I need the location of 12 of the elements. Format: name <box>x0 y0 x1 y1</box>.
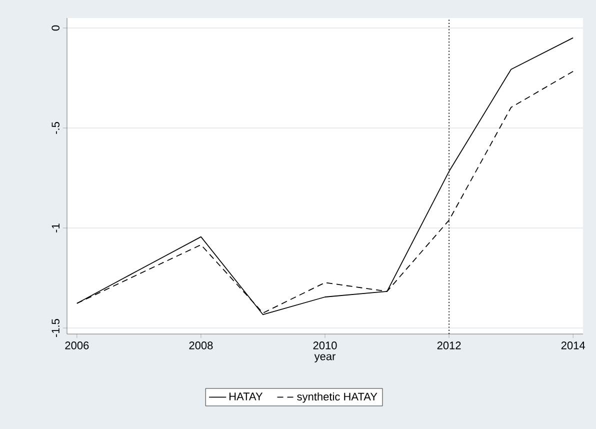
x-tick-label: 2014 <box>561 342 585 350</box>
x-tick-label: 2006 <box>65 342 89 350</box>
y-tick-label: -1.5 <box>52 318 60 337</box>
legend-label: HATAY <box>230 392 263 400</box>
y-tick-label: 0 <box>52 25 60 31</box>
x-tick-label: 2008 <box>189 342 213 350</box>
x-tick-label: 2012 <box>437 342 461 350</box>
x-axis-title: year <box>314 354 336 362</box>
x-tick-label: 2010 <box>313 342 337 350</box>
y-tick-label: -1 <box>52 224 60 232</box>
legend-label: synthetic HATAY <box>297 392 378 403</box>
y-tick-label: -.5 <box>52 122 60 134</box>
